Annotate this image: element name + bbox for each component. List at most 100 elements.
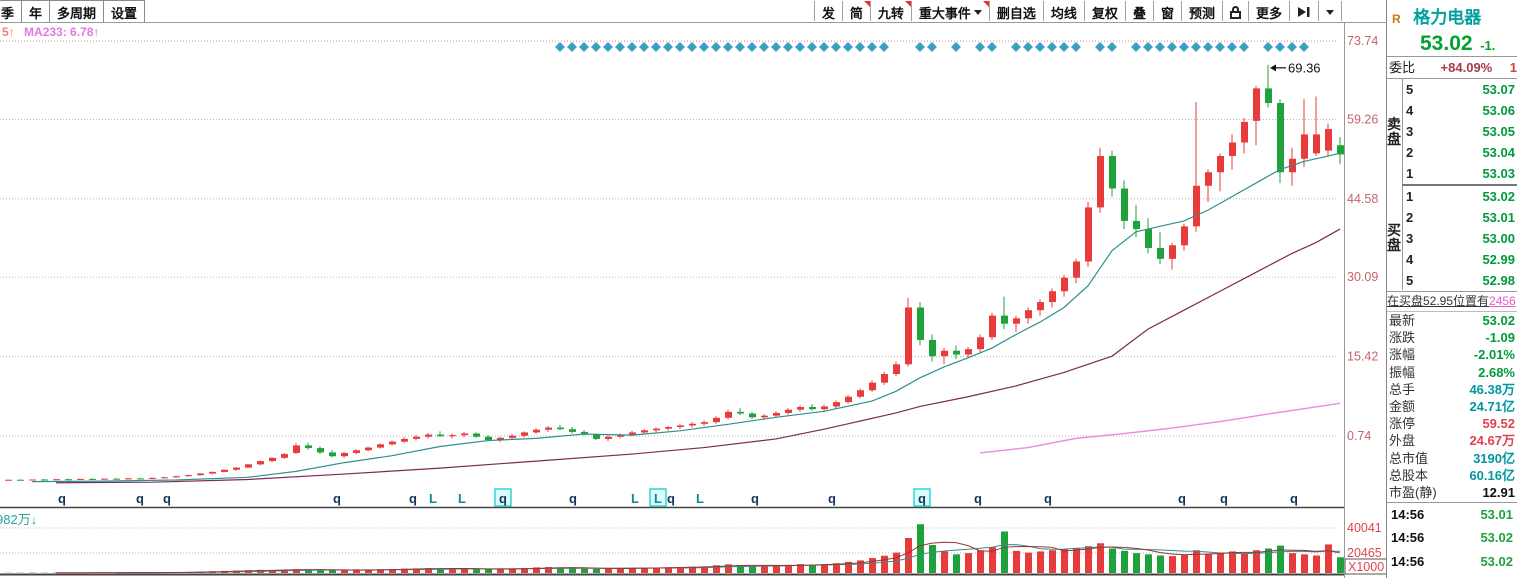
tab-settings[interactable]: 设置 xyxy=(103,0,146,22)
buy-level-4[interactable]: 4 52.99 xyxy=(1403,249,1517,270)
tab-multi-period[interactable]: 多周期 xyxy=(49,0,105,22)
level-price: 53.06 xyxy=(1482,103,1515,118)
level-number: 3 xyxy=(1406,231,1414,246)
tick-time: 14:56 xyxy=(1391,530,1425,546)
menu-item-jump-latest[interactable] xyxy=(1289,1,1318,21)
stat-market-cap: 总市值 3190亿 xyxy=(1387,450,1517,467)
stat-value: 60.16亿 xyxy=(1469,467,1515,483)
stat-label: 总市值 xyxy=(1389,450,1429,466)
buy-level-2[interactable]: 2 53.01 xyxy=(1403,207,1517,228)
svg-text:q: q xyxy=(751,491,759,506)
stat-label: 涨幅 xyxy=(1389,347,1416,363)
tick-price: 53.01 xyxy=(1424,573,1517,578)
menu-item-forecast[interactable]: 预测 xyxy=(1180,1,1222,21)
sell-level-2[interactable]: 2 53.04 xyxy=(1403,142,1517,163)
svg-text:q: q xyxy=(1290,491,1298,506)
level-price: 53.05 xyxy=(1482,124,1515,139)
menu-item-label: 预测 xyxy=(1188,5,1215,21)
note-text: 在买盘52.95位置有 xyxy=(1387,294,1490,308)
stat-outer-volume: 外盘 24.67万 xyxy=(1387,432,1517,449)
menu-item-label: 简 xyxy=(849,5,863,21)
menu-item-jiuzhuan[interactable]: 九转 xyxy=(869,1,911,21)
sell-level-3[interactable]: 3 53.05 xyxy=(1403,121,1517,142)
menu-item-label: 重大事件 xyxy=(918,5,971,21)
stock-chart-canvas[interactable]: 73.74 59.26 44.58 30.09 15.42 0.74 40041 20465X… xyxy=(0,0,1386,578)
svg-text:15.42: 15.42 xyxy=(1347,350,1378,364)
menu-item-jian[interactable]: 简 xyxy=(841,1,870,21)
tick-price: 53.02 xyxy=(1480,553,1513,569)
stat-label: 涨跌 xyxy=(1389,330,1416,346)
tab-year[interactable]: 年 xyxy=(21,0,51,22)
tab-quarter[interactable]: 季 xyxy=(0,0,23,22)
stat-change-pct: 涨幅 -2.01% xyxy=(1387,346,1517,363)
menu-item-moving-averages[interactable]: 均线 xyxy=(1042,1,1084,21)
level-number: 3 xyxy=(1406,124,1414,139)
buy-level-5[interactable]: 5 52.98 xyxy=(1403,270,1517,291)
svg-text:q: q xyxy=(1044,491,1052,506)
stat-turnover: 金额 24.71亿 xyxy=(1387,398,1517,415)
sell-level-4[interactable]: 4 53.06 xyxy=(1403,100,1517,121)
svg-text:q: q xyxy=(974,491,982,506)
ma233-label: MA233: 6.78↑ xyxy=(24,25,100,39)
menu-item-lock[interactable] xyxy=(1221,1,1248,21)
stat-value: 53.02 xyxy=(1482,313,1515,328)
menu-item-remove-watchlist[interactable]: 删自选 xyxy=(988,1,1043,21)
stat-pe-static: 市盈(静) 12.91 xyxy=(1387,484,1517,501)
tick-row: 14:56 53.02 xyxy=(1387,526,1517,549)
order-position-note[interactable]: 在买盘52.95位置有2456 xyxy=(1387,292,1517,312)
svg-text:q: q xyxy=(163,491,171,506)
buy-level-3[interactable]: 3 53.00 xyxy=(1403,228,1517,249)
menu-item-label: 窗 xyxy=(1160,5,1174,21)
menu-item-major-events[interactable]: 重大事件 xyxy=(910,1,989,21)
menu-item-label: 均线 xyxy=(1050,5,1077,21)
stat-label: 金额 xyxy=(1389,398,1416,414)
menu-item-adjust-rights[interactable]: 复权 xyxy=(1083,1,1125,21)
svg-text:L: L xyxy=(458,491,466,506)
chevron-down-icon xyxy=(1326,9,1334,15)
sell-level-1[interactable]: 1 53.03 xyxy=(1403,163,1517,184)
svg-text:L: L xyxy=(654,491,662,506)
menu-item-label: 叠 xyxy=(1132,5,1146,21)
buy-level-1[interactable]: 1 53.02 xyxy=(1403,186,1517,207)
svg-text:59.26: 59.26 xyxy=(1347,112,1378,126)
svg-text:0.74: 0.74 xyxy=(1347,429,1371,443)
stat-value: 24.71亿 xyxy=(1469,398,1515,414)
svg-text:q: q xyxy=(828,491,836,506)
stat-label: 总股本 xyxy=(1389,467,1429,483)
level-number: 1 xyxy=(1406,166,1414,181)
svg-text:L: L xyxy=(696,491,704,506)
tick-time: 14:56 xyxy=(1391,573,1424,578)
menu-item-window[interactable]: 窗 xyxy=(1152,1,1181,21)
menu-item-more[interactable]: 更多 xyxy=(1247,1,1289,21)
menu-item-overlay[interactable]: 叠 xyxy=(1124,1,1153,21)
svg-text:44.58: 44.58 xyxy=(1347,192,1378,206)
stat-total-shares: 总股本 60.16亿 xyxy=(1387,467,1517,484)
svg-text:q: q xyxy=(569,491,577,506)
tick-price: 53.02 xyxy=(1480,530,1513,546)
diamond-signal-markers xyxy=(555,42,1309,52)
menu-item-dropdown[interactable] xyxy=(1318,1,1342,21)
menu-item-fa[interactable]: 发 xyxy=(813,1,842,21)
level-number: 2 xyxy=(1406,210,1414,225)
ma-label-partial: 5↑ xyxy=(2,25,15,39)
svg-text:q: q xyxy=(918,491,926,506)
bid-ask-divider xyxy=(1402,184,1517,186)
toolbar: 季 年 多周期 设置 发 简 九转 重大事件 删自选 均线 复权 叠 窗 预测 … xyxy=(0,0,1386,23)
sell-level-5[interactable]: 5 53.07 xyxy=(1403,79,1517,100)
level-price: 53.03 xyxy=(1482,166,1515,181)
stat-label: 市盈(静) xyxy=(1389,484,1437,500)
price-change-partial: -1. xyxy=(1480,38,1496,53)
stat-value: -2.01% xyxy=(1473,347,1515,363)
tick-price: 53.01 xyxy=(1480,507,1513,522)
rights-badge: R xyxy=(1392,12,1401,26)
order-book: 卖盘 买盘 5 53.07 4 53.06 3 53.05 2 53.04 1 53.03… xyxy=(1387,79,1517,292)
stat-value: -1.09 xyxy=(1485,330,1515,346)
stat-label: 振幅 xyxy=(1389,364,1416,380)
period-tabs: 季 年 多周期 设置 xyxy=(0,0,146,22)
stat-limit-up: 涨停 59.52 xyxy=(1387,415,1517,432)
menu-item-label: 复权 xyxy=(1091,5,1118,21)
